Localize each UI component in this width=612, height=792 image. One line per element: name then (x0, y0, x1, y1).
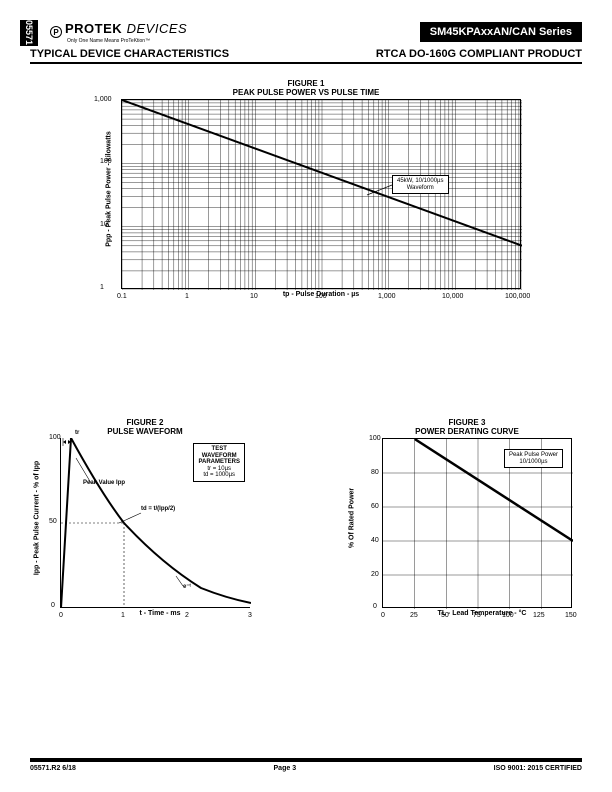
doc-code-badge: 05571 (20, 20, 38, 46)
fig3-ylabel: % Of Rated Power (349, 488, 356, 548)
subheader-left: TYPICAL DEVICE CHARACTERISTICS (30, 48, 229, 60)
figure-1: FIGURE 1 PEAK PULSE POWER VS PULSE TIME … (91, 79, 521, 298)
figure-3: FIGURE 3 POWER DERATING CURVE % Of Rated… (352, 418, 582, 617)
fig2-ylabel: Ipp - Peak Pulse Current - % of Ipp (34, 461, 41, 575)
fig2-box: TEST WAVEFORM PARAMETERS tr = 10µs td = … (193, 443, 245, 482)
logo: P PROTEK DEVICES Only One Name Means Pro… (50, 20, 187, 44)
fig2-label: FIGURE 2 (30, 418, 260, 427)
fig2-chart: tr Peak Value Ipp td = t/(Ipp/2) e⁻ᵗ TES… (60, 438, 250, 608)
footer-left: 05571.R2 6/18 (30, 765, 76, 772)
fig3-title: POWER DERATING CURVE (352, 427, 582, 436)
fig3-chart: Peak Pulse Power10/1000µs 100 80 60 40 2… (382, 438, 572, 608)
fig1-callout: 45kW, 10/1000µsWaveform (392, 175, 449, 194)
logo-tagline: Only One Name Means ProTeKtion™ (67, 38, 187, 44)
subheader: TYPICAL DEVICE CHARACTERISTICS RTCA DO-1… (30, 48, 582, 64)
logo-sub: DEVICES (127, 21, 188, 36)
footer-center: Page 3 (274, 765, 297, 772)
fig2-title: PULSE WAVEFORM (30, 427, 260, 436)
fig2-xlabel: t - Time - ms (60, 610, 260, 617)
footer: 05571.R2 6/18 Page 3 ISO 9001: 2015 CERT… (30, 758, 582, 772)
page-header: P PROTEK DEVICES Only One Name Means Pro… (30, 20, 582, 44)
figure-2: FIGURE 2 PULSE WAVEFORM Ipp - Peak Pulse… (30, 418, 260, 617)
footer-right: ISO 9001: 2015 CERTIFIED (494, 765, 582, 772)
series-title: SM45KPAxxAN/CAN Series (420, 22, 582, 42)
fig3-label: FIGURE 3 (352, 418, 582, 427)
fig1-title: PEAK PULSE POWER VS PULSE TIME (91, 88, 521, 97)
fig1-label: FIGURE 1 (91, 79, 521, 88)
subheader-right: RTCA DO-160G COMPLIANT PRODUCT (376, 48, 582, 60)
fig1-chart: 45kW, 10/1000µsWaveform 1 10 100 1,000 0… (121, 99, 521, 289)
fig1-ylabel: Ppp - Peak Pulse Power - kilowatts (105, 131, 112, 247)
fig3-callout: Peak Pulse Power10/1000µs (504, 449, 563, 468)
logo-main: PROTEK (65, 21, 122, 36)
